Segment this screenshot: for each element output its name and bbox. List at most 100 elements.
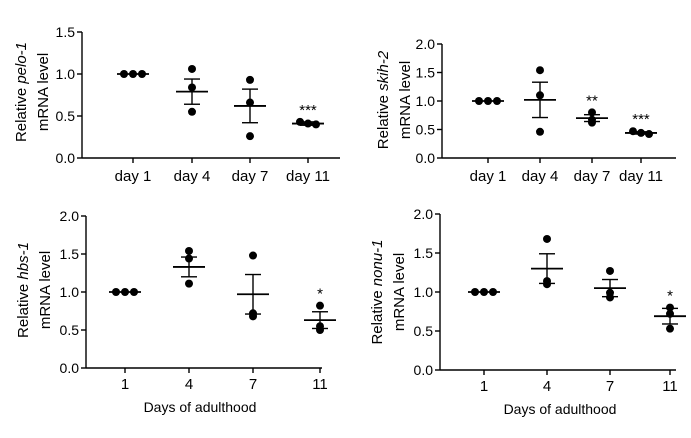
data-point — [489, 288, 497, 296]
data-point — [138, 70, 146, 78]
x-tick-label: 7 — [606, 378, 614, 395]
y-tick-label: 1.5 — [414, 245, 434, 261]
data-point — [480, 288, 488, 296]
y-tick-label: 1.5 — [416, 65, 436, 81]
data-point — [249, 312, 257, 321]
data-point — [629, 127, 637, 136]
y-axis-label-gene: nonu-1 — [369, 239, 386, 286]
significance-label: *** — [632, 111, 650, 128]
y-tick-label: 1.0 — [56, 66, 76, 82]
data-point — [536, 127, 544, 136]
data-point — [588, 108, 596, 117]
data-point — [188, 83, 196, 92]
data-point — [543, 234, 551, 243]
y-tick-label: 1.0 — [414, 284, 434, 300]
data-point — [645, 130, 653, 139]
data-point — [666, 309, 674, 318]
data-point — [185, 246, 193, 255]
significance-label: ** — [586, 92, 598, 109]
data-point — [475, 97, 483, 105]
y-axis-label: Relative pelo-1 — [13, 42, 30, 142]
y-tick-label: 1.5 — [56, 24, 76, 40]
y-axis-label: Relative hbs-1 — [15, 242, 32, 338]
significance-label: * — [667, 288, 673, 305]
chart-panel-1: 0.0 0.5 1.0 1.5 day 1 day 4 day 7 day 11 *** Rela… — [13, 24, 340, 185]
y-axis-label-line2: mRNA level — [37, 251, 54, 329]
y-tick-label: 1.0 — [416, 93, 436, 109]
y-axis-label-prefix: Relative — [375, 91, 392, 149]
data-point — [188, 107, 196, 116]
data-point — [493, 97, 501, 105]
data-point — [316, 326, 324, 334]
data-point — [484, 97, 492, 105]
y-tick-label: 0.0 — [414, 362, 434, 378]
data-point — [121, 288, 129, 296]
x-axis-label: Days of adulthood — [504, 401, 617, 417]
y-tick-label: 2.0 — [60, 208, 80, 224]
x-tick-label: day 4 — [522, 168, 559, 185]
x-tick-label: day 7 — [574, 168, 611, 185]
data-point — [666, 303, 674, 312]
y-axis-label-prefix: Relative — [369, 286, 386, 344]
y-tick-label: 0.5 — [60, 322, 80, 338]
y-tick-label: 1.5 — [60, 246, 80, 262]
data-point — [304, 119, 312, 128]
x-tick-label: day 4 — [174, 168, 211, 185]
y-axis-label-gene: pelo-1 — [13, 42, 30, 85]
data-point — [296, 117, 304, 126]
y-tick-label: 0.5 — [56, 108, 76, 124]
data-point — [246, 132, 254, 141]
y-axis-label-prefix: Relative — [13, 84, 30, 142]
y-axis-label-line2: mRNA level — [397, 61, 414, 139]
data-point — [249, 251, 257, 260]
x-tick-label: 7 — [249, 376, 257, 393]
y-axis-label-line2: mRNA level — [35, 53, 52, 131]
data-point — [543, 280, 551, 289]
x-tick-label: 1 — [480, 378, 488, 395]
data-point — [316, 301, 324, 310]
y-tick-label: 0.0 — [60, 360, 80, 376]
data-point — [246, 75, 254, 84]
y-axis-label: Relative nonu-1 — [369, 239, 386, 344]
data-point — [312, 120, 320, 129]
chart-panel-3: 0.0 0.5 1.0 1.5 2.0 1 4 7 11 * Relative hbs-1 mRNA … — [15, 208, 336, 415]
x-tick-label: 1 — [121, 376, 129, 393]
y-axis-label-line2: mRNA level — [391, 253, 408, 331]
y-tick-label: 0.5 — [416, 122, 436, 138]
data-point — [536, 66, 544, 75]
data-point — [637, 128, 645, 137]
data-point — [130, 288, 138, 296]
y-axis-label-prefix: Relative — [15, 280, 32, 338]
data-point — [112, 288, 120, 296]
chart-panel-4: 0.0 0.5 1.0 1.5 2.0 1 4 7 11 * Relative nonu-1 mRNA… — [369, 206, 686, 417]
x-tick-label: day 11 — [286, 168, 330, 185]
significance-label: * — [317, 286, 323, 303]
data-point — [120, 70, 128, 78]
y-tick-label: 2.0 — [414, 206, 434, 222]
x-axis-label: Days of adulthood — [144, 399, 257, 415]
x-tick-label: 4 — [543, 378, 551, 395]
data-point — [536, 91, 544, 100]
significance-label: *** — [299, 102, 317, 119]
x-tick-label: day 1 — [115, 168, 152, 185]
data-point — [185, 254, 193, 263]
x-tick-label: 11 — [662, 378, 678, 395]
data-point — [185, 279, 193, 288]
data-point — [606, 293, 614, 302]
y-tick-label: 2.0 — [416, 36, 436, 52]
data-point — [188, 64, 196, 73]
y-tick-label: 1.0 — [60, 284, 80, 300]
y-axis-label-gene: skih-2 — [375, 50, 392, 91]
x-tick-label: 11 — [312, 376, 328, 393]
data-point — [129, 70, 137, 78]
data-point — [606, 266, 614, 275]
x-tick-label: 4 — [185, 376, 193, 393]
x-tick-label: day 7 — [232, 168, 269, 185]
data-point — [246, 98, 254, 107]
y-axis-label-gene: hbs-1 — [15, 242, 32, 280]
y-axis-label: Relative skih-2 — [375, 50, 392, 149]
x-tick-label: day 11 — [619, 168, 663, 185]
